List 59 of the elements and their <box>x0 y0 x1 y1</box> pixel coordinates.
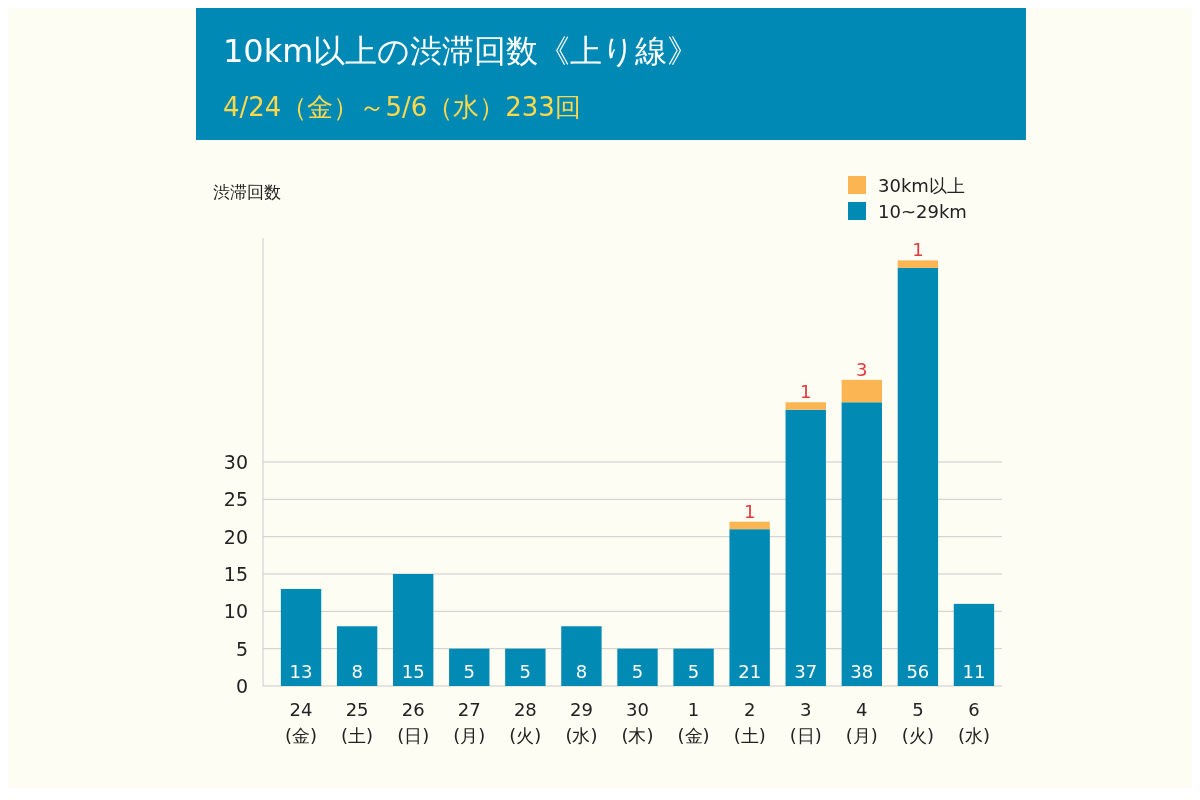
x-tick-label: 24 (金) <box>285 699 318 746</box>
data-label: 8 <box>575 661 588 682</box>
data-label: 3 <box>856 358 868 380</box>
x-tick-label: 3 (日) <box>789 699 822 746</box>
legend-label: 30km以上 <box>878 175 965 196</box>
y-axis-title: 渋滞回数 <box>213 182 281 202</box>
bar <box>505 648 546 686</box>
bar <box>729 529 770 686</box>
data-label: 21 <box>738 661 762 682</box>
data-label: 5 <box>631 661 644 682</box>
y-tick-label: 10 <box>223 600 248 623</box>
bar <box>336 626 378 686</box>
bar <box>561 626 602 686</box>
data-label: 5 <box>519 661 532 682</box>
x-tick-label: 2 (土) <box>733 699 766 746</box>
bar <box>841 402 882 686</box>
x-tick-label: 6 (水) <box>957 699 990 746</box>
bar <box>449 648 490 686</box>
data-label: 5 <box>463 661 475 682</box>
bar <box>729 521 770 530</box>
data-label: 11 <box>962 661 986 682</box>
x-tick-label: 26 (日) <box>397 699 430 746</box>
x-tick-label: 28 (火) <box>509 699 542 746</box>
chart-subtitle: 4/24（金）～5/6（水）233回 <box>223 92 581 122</box>
bar <box>785 409 826 686</box>
x-tick-label: 4 (月) <box>845 699 878 746</box>
x-tick-label: 5 (火) <box>901 699 934 746</box>
x-tick-label: 30 (木) <box>621 699 654 746</box>
bar <box>673 648 714 686</box>
data-label: 1 <box>912 239 924 261</box>
chart-title: 10km以上の渋滞回数《上り線》 <box>223 32 700 70</box>
bar <box>897 267 939 686</box>
y-tick-label: 5 <box>235 637 248 660</box>
y-tick-label: 25 <box>223 488 248 511</box>
data-label: 15 <box>401 661 425 682</box>
bar <box>617 648 658 686</box>
bar <box>785 402 826 410</box>
data-label: 38 <box>850 661 874 682</box>
x-tick-label: 1 (金) <box>677 699 710 746</box>
x-tick-label: 25 (土) <box>341 699 374 746</box>
y-tick-label: 15 <box>223 563 248 585</box>
bar <box>393 574 434 686</box>
data-label: 5 <box>687 661 700 682</box>
x-tick-label: 27 (月) <box>453 699 486 746</box>
bar <box>953 603 995 686</box>
bar <box>897 260 939 268</box>
data-label: 56 <box>906 661 930 682</box>
data-label: 37 <box>794 661 818 682</box>
bar <box>841 379 882 403</box>
data-label: 1 <box>800 381 812 403</box>
y-tick-label: 0 <box>235 675 248 697</box>
y-tick-label: 20 <box>223 525 248 548</box>
data-label: 8 <box>351 661 363 682</box>
x-tick-label: 29 (水) <box>565 699 598 746</box>
data-label: 1 <box>743 500 756 522</box>
bar <box>280 588 322 686</box>
legend-label: 10~29km <box>878 201 967 222</box>
y-tick-label: 30 <box>223 451 248 473</box>
data-label: 13 <box>289 661 313 682</box>
